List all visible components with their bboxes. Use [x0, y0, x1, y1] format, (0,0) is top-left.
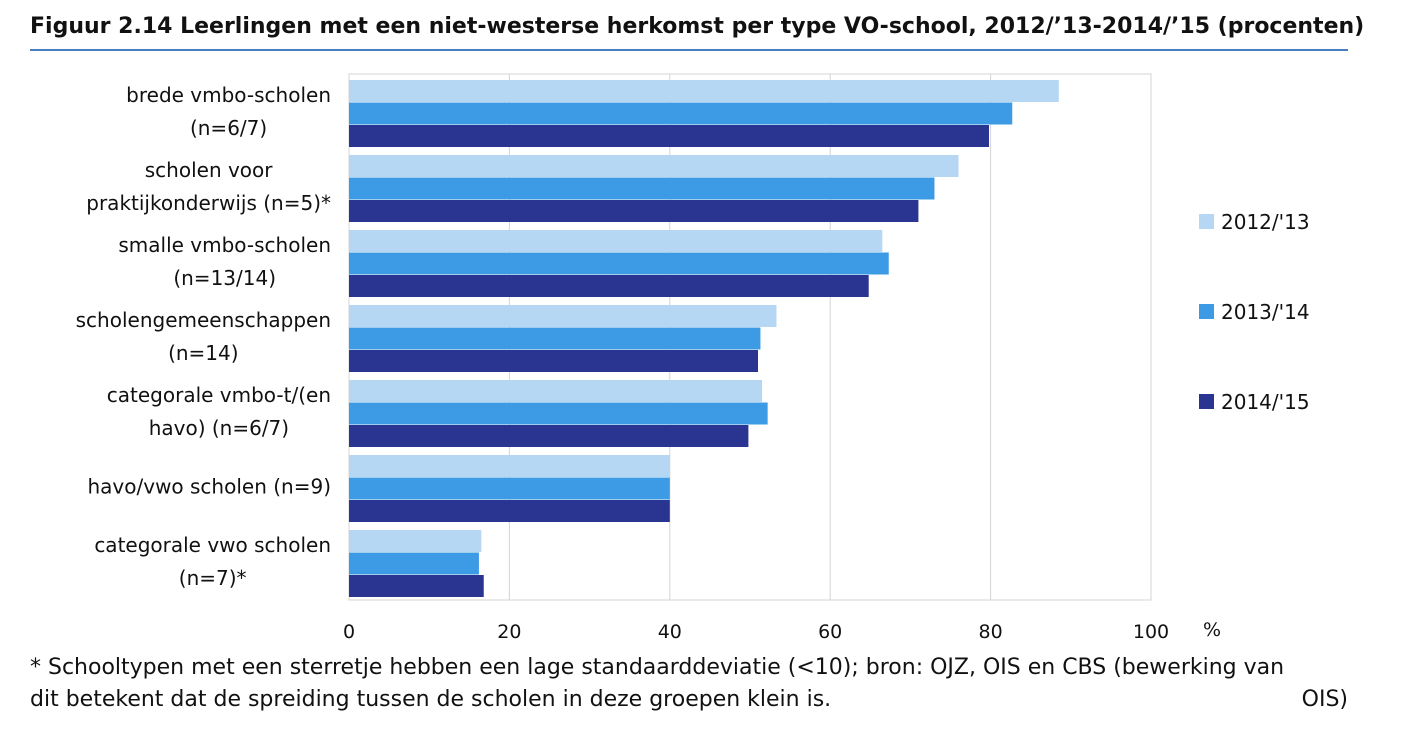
bar: [349, 103, 1012, 125]
bar: [349, 350, 758, 372]
legend-swatch: [1199, 214, 1214, 229]
legend-swatch: [1199, 304, 1214, 319]
category-label: (n=7)*: [179, 566, 247, 590]
tick-label: 80: [979, 621, 1003, 643]
legend-label: 2013/'14: [1221, 300, 1310, 324]
bar: [349, 305, 776, 327]
bar: [349, 230, 882, 252]
tick-label: 60: [818, 621, 842, 643]
category-label: categorale vmbo-t/(en: [107, 383, 331, 407]
bar: [349, 380, 762, 402]
category-label: havo) (n=6/7): [149, 416, 289, 440]
bar: [349, 200, 918, 222]
bar: [349, 253, 889, 275]
category-label: scholen voor: [145, 158, 274, 182]
category-label: smalle vmbo-scholen: [118, 233, 331, 257]
category-label: (n=14): [168, 341, 239, 365]
tick-label: 100: [1133, 621, 1169, 643]
category-label: (n=6/7): [190, 116, 267, 140]
legend-label: 2012/'13: [1221, 210, 1310, 234]
legend: 2012/'13 2013/'14 2014/'15: [1199, 210, 1310, 414]
bar: [349, 478, 670, 500]
bar: [349, 125, 989, 147]
bars: [349, 80, 1059, 597]
footnote-line-2-left: dit betekent dat de spreiding tussen de …: [30, 684, 831, 716]
bar: [349, 553, 479, 575]
category-labels: brede vmbo-scholen (n=6/7) scholen voor pra…: [76, 83, 331, 590]
bar: [349, 328, 760, 350]
bar: [349, 155, 959, 177]
footnote-line-1: * Schooltypen met een sterretje hebben e…: [30, 652, 1348, 684]
footnote-line-2: dit betekent dat de spreiding tussen de …: [30, 684, 1348, 716]
category-label: categorale vwo scholen: [94, 533, 331, 557]
category-label: havo/vwo scholen (n=9): [87, 475, 331, 499]
bar-chart: brede vmbo-scholen (n=6/7) scholen voor pra…: [0, 0, 1414, 650]
x-axis-unit: %: [1203, 619, 1221, 641]
x-axis-ticks: 0 20 40 60 80 100: [343, 621, 1169, 643]
tick-label: 0: [343, 621, 355, 643]
bar: [349, 500, 670, 522]
category-label: brede vmbo-scholen: [126, 83, 331, 107]
legend-swatch: [1199, 394, 1214, 409]
bar: [349, 455, 670, 477]
tick-label: 20: [497, 621, 521, 643]
bar: [349, 178, 934, 200]
bar: [349, 530, 481, 552]
legend-label: 2014/'15: [1221, 390, 1310, 414]
bar: [349, 575, 484, 597]
footnote: * Schooltypen met een sterretje hebben e…: [30, 652, 1348, 716]
bar: [349, 403, 768, 425]
category-label: (n=13/14): [173, 266, 276, 290]
bar: [349, 275, 869, 297]
bar: [349, 80, 1059, 102]
category-label: scholengemeenschappen: [76, 308, 331, 332]
category-label: praktijkonderwijs (n=5)*: [86, 191, 331, 215]
bar: [349, 425, 748, 447]
tick-label: 40: [658, 621, 682, 643]
footnote-line-2-right: OIS): [1302, 684, 1348, 716]
